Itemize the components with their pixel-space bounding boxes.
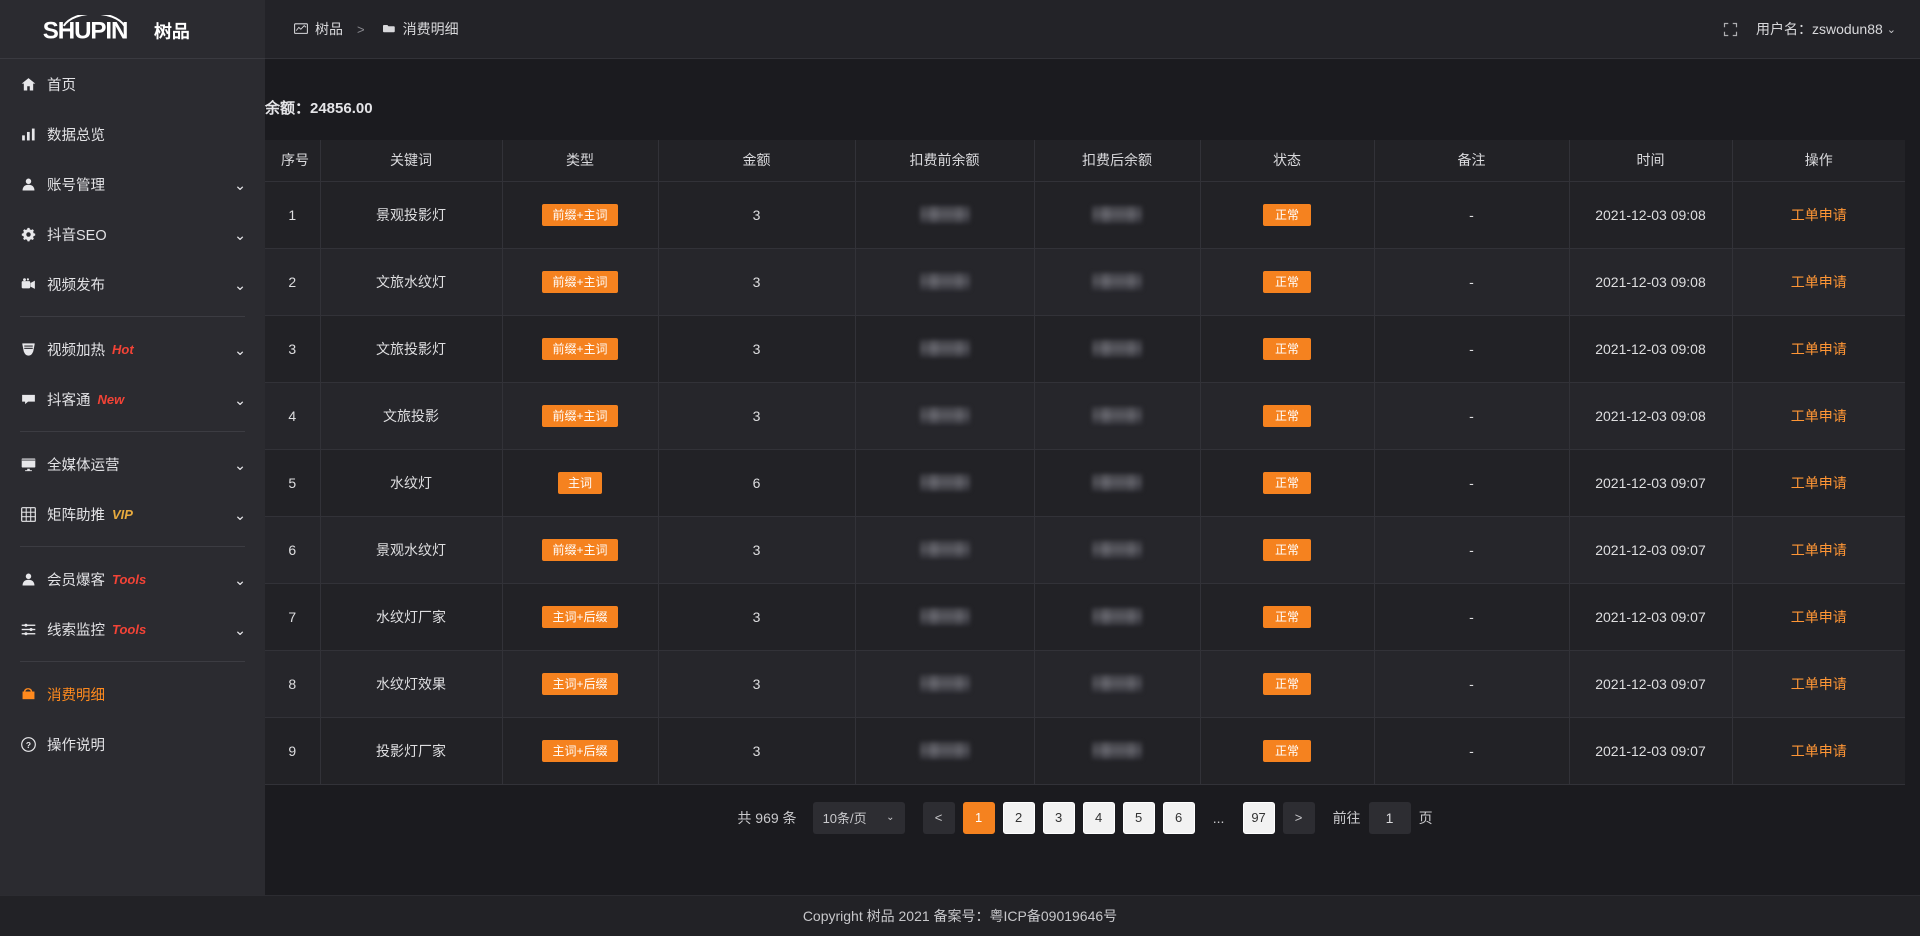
svg-text:树品: 树品	[154, 21, 190, 42]
svg-text:?: ?	[26, 739, 31, 749]
svg-text:SHUPIN: SHUPIN	[43, 17, 128, 43]
